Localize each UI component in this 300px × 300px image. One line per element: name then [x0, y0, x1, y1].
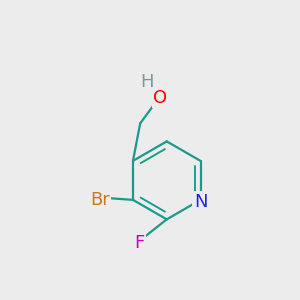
Text: N: N — [194, 193, 207, 211]
Text: F: F — [134, 234, 144, 252]
Text: H: H — [141, 73, 154, 91]
Text: O: O — [153, 89, 167, 107]
Text: Br: Br — [90, 190, 110, 208]
